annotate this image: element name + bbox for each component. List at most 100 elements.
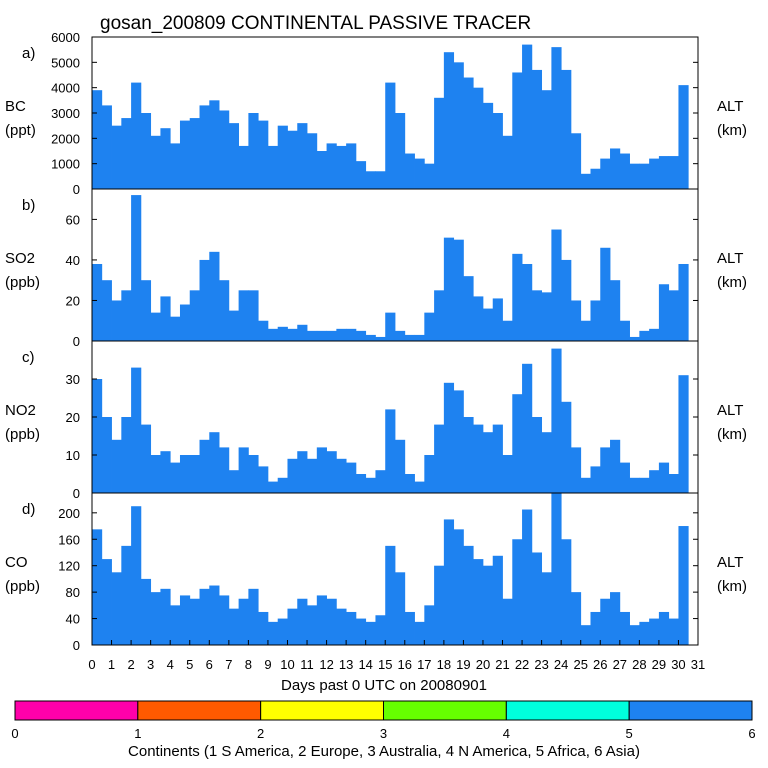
panel-label: c) xyxy=(22,349,35,366)
data-bar xyxy=(277,125,288,189)
data-bar xyxy=(316,151,327,189)
y-axis-unit: (ppb) xyxy=(5,578,40,595)
colorbar-swatch xyxy=(14,700,139,721)
panel-1: 0 1000 2000 3000 4000 5000 6000 a) BC (ppt) ALT (km… xyxy=(5,30,747,197)
data-bar xyxy=(463,417,474,493)
data-bar xyxy=(199,588,210,645)
x-tick-label: 0 xyxy=(88,657,95,672)
data-bar xyxy=(649,328,660,341)
data-bar xyxy=(443,52,455,190)
data-bar xyxy=(170,462,181,493)
x-tick-label: 20 xyxy=(476,657,490,672)
panel-2: 0 20 40 60 b) SO2 (ppb) ALT (km) xyxy=(5,188,747,349)
data-bar xyxy=(590,168,601,189)
y-tick-label: 5000 xyxy=(51,55,80,70)
data-bar xyxy=(453,390,464,493)
data-bar xyxy=(267,145,279,189)
y-axis-label: BC xyxy=(5,98,26,115)
data-bar xyxy=(131,82,142,189)
data-bar xyxy=(131,506,142,645)
data-bar xyxy=(561,69,572,189)
y-axis-label: SO2 xyxy=(5,250,35,267)
data-bar xyxy=(395,330,406,341)
data-bar xyxy=(629,163,640,189)
panel-3: 0 10 20 30 c) NO2 (ppb) ALT (km) xyxy=(5,340,747,501)
data-bar xyxy=(297,598,308,645)
data-bar xyxy=(92,263,103,341)
y-tick-label: 3000 xyxy=(51,106,80,121)
x-tick-label: 7 xyxy=(225,657,232,672)
data-bar xyxy=(150,592,161,645)
x-tick-label: 14 xyxy=(358,657,372,672)
data-bar xyxy=(111,439,122,493)
data-bar xyxy=(346,611,357,645)
data-bar xyxy=(375,171,386,189)
data-bar xyxy=(375,470,386,493)
x-tick-label: 23 xyxy=(534,657,548,672)
data-bar xyxy=(453,529,464,645)
data-bar xyxy=(551,229,562,341)
data-bar xyxy=(610,592,621,645)
data-bar xyxy=(600,598,611,645)
data-bar xyxy=(111,300,122,341)
data-bar xyxy=(179,304,191,341)
x-tick-label: 29 xyxy=(652,657,666,672)
data-bar xyxy=(610,280,621,341)
x-tick-label: 27 xyxy=(613,657,627,672)
data-bar xyxy=(287,328,298,341)
data-bar xyxy=(92,529,103,645)
data-bar xyxy=(131,195,142,341)
data-bar xyxy=(179,455,191,493)
data-bar xyxy=(248,113,259,189)
data-bar xyxy=(482,308,494,341)
data-bar xyxy=(307,458,318,493)
data-bar xyxy=(678,375,689,493)
data-bar xyxy=(463,77,474,189)
data-bar xyxy=(434,290,445,341)
data-bar xyxy=(522,44,533,189)
data-bar xyxy=(150,312,161,341)
y-tick-label: 1000 xyxy=(51,157,80,172)
data-bar xyxy=(463,545,474,645)
x-tick-label: 17 xyxy=(417,657,431,672)
data-bar xyxy=(443,237,455,341)
data-bar xyxy=(101,280,112,341)
data-bar xyxy=(346,328,357,341)
data-bar xyxy=(668,474,679,493)
data-bar xyxy=(219,110,230,189)
panel-label: b) xyxy=(22,197,35,214)
x-tick-label: 25 xyxy=(573,657,587,672)
colorbar-tick-label: 4 xyxy=(503,726,510,741)
data-bar xyxy=(434,565,445,645)
data-bar xyxy=(590,611,601,645)
data-bar xyxy=(121,290,132,341)
data-bar xyxy=(287,458,298,493)
x-tick-label: 15 xyxy=(378,657,392,672)
data-bar xyxy=(375,615,386,645)
right-axis-unit: (km) xyxy=(717,274,747,291)
data-bar xyxy=(453,239,464,341)
data-bar xyxy=(189,598,200,645)
data-bar xyxy=(277,477,288,493)
data-bar xyxy=(492,298,503,341)
data-bar xyxy=(160,451,171,493)
data-bar xyxy=(551,348,562,493)
data-bar xyxy=(512,539,523,645)
data-bar xyxy=(522,363,533,493)
data-bar xyxy=(385,82,396,189)
panel-frame xyxy=(91,492,699,646)
data-bar xyxy=(463,276,474,341)
y-tick-label: 4000 xyxy=(51,81,80,96)
data-bar xyxy=(453,62,464,189)
data-bar xyxy=(219,595,230,645)
data-bar xyxy=(639,163,650,189)
x-tick-label: 31 xyxy=(691,657,705,672)
data-bar xyxy=(658,156,670,189)
data-bar xyxy=(170,605,181,645)
data-bar xyxy=(140,424,152,493)
data-bar xyxy=(170,316,181,341)
data-bar xyxy=(492,555,503,645)
data-bar xyxy=(395,439,406,493)
data-bar xyxy=(140,578,152,645)
x-tick-label: 21 xyxy=(495,657,509,672)
